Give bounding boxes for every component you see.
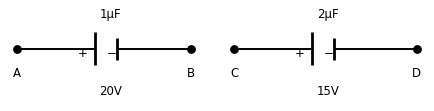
Text: C: C (230, 67, 239, 80)
Text: 1μF: 1μF (100, 8, 122, 21)
Point (231, 48, 238, 50)
Text: +: + (295, 47, 304, 60)
Text: 2μF: 2μF (317, 8, 339, 21)
Text: 20V: 20V (99, 84, 122, 98)
Text: 15V: 15V (316, 84, 339, 98)
Point (413, 48, 420, 50)
Text: B: B (187, 67, 195, 80)
Text: −: − (107, 47, 116, 60)
Point (14, 48, 21, 50)
Text: D: D (412, 67, 421, 80)
Text: +: + (78, 47, 87, 60)
Text: A: A (13, 67, 21, 80)
Text: −: − (324, 47, 333, 60)
Point (187, 48, 194, 50)
